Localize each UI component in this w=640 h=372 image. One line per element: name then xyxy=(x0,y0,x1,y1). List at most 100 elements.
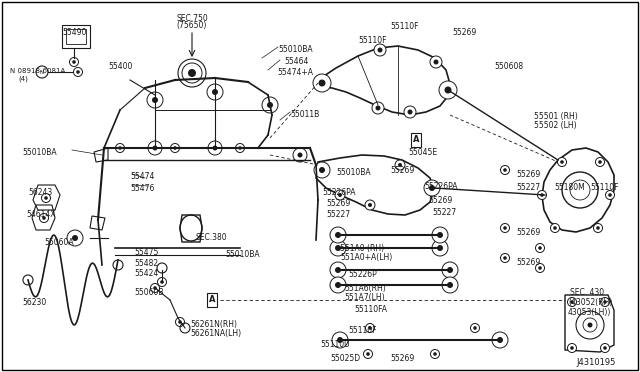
Circle shape xyxy=(536,244,545,253)
Text: 55010BA: 55010BA xyxy=(278,45,312,54)
Circle shape xyxy=(473,326,477,330)
Circle shape xyxy=(431,350,440,359)
Text: 55110U: 55110U xyxy=(320,340,349,349)
Circle shape xyxy=(538,190,547,199)
Circle shape xyxy=(365,200,375,210)
Circle shape xyxy=(364,350,372,359)
Text: SEC.750: SEC.750 xyxy=(176,14,208,23)
Circle shape xyxy=(500,166,509,174)
Text: 55045E: 55045E xyxy=(408,148,437,157)
Circle shape xyxy=(568,298,577,307)
Text: 55010BA: 55010BA xyxy=(336,168,371,177)
Circle shape xyxy=(503,256,507,260)
Text: N 08918-6081A: N 08918-6081A xyxy=(10,68,65,74)
Text: 55110F: 55110F xyxy=(358,36,387,45)
Text: J4310195: J4310195 xyxy=(576,358,616,367)
Circle shape xyxy=(430,56,442,68)
Circle shape xyxy=(330,240,346,256)
Circle shape xyxy=(596,226,600,230)
Circle shape xyxy=(550,224,559,232)
Circle shape xyxy=(368,326,372,330)
Text: 55110F: 55110F xyxy=(590,183,618,192)
Text: 551A0 (RH): 551A0 (RH) xyxy=(340,244,384,253)
Text: SEC. 430: SEC. 430 xyxy=(570,288,604,297)
Text: 55110F: 55110F xyxy=(348,326,376,335)
Circle shape xyxy=(118,146,122,150)
Text: 55060A: 55060A xyxy=(44,238,74,247)
Text: 55269: 55269 xyxy=(516,258,540,267)
Text: 551A6(RH): 551A6(RH) xyxy=(344,284,386,293)
Circle shape xyxy=(148,141,162,155)
Circle shape xyxy=(335,267,341,273)
Text: 55227: 55227 xyxy=(516,183,540,192)
Circle shape xyxy=(398,163,402,167)
Text: (4): (4) xyxy=(18,76,28,83)
Text: 55502 (LH): 55502 (LH) xyxy=(534,121,577,130)
Circle shape xyxy=(376,106,381,110)
Circle shape xyxy=(337,337,343,343)
Circle shape xyxy=(608,193,612,197)
Circle shape xyxy=(593,224,602,232)
Circle shape xyxy=(72,60,76,64)
Circle shape xyxy=(437,245,443,251)
Text: 55400: 55400 xyxy=(108,62,132,71)
Circle shape xyxy=(600,343,609,353)
Text: 55474: 55474 xyxy=(130,172,154,181)
Circle shape xyxy=(442,277,458,293)
Circle shape xyxy=(335,232,341,238)
Text: 55269: 55269 xyxy=(452,28,476,37)
Text: 55482: 55482 xyxy=(134,259,158,268)
Circle shape xyxy=(188,69,196,77)
Circle shape xyxy=(445,87,451,93)
Circle shape xyxy=(212,145,218,151)
Text: 55025D: 55025D xyxy=(330,354,360,363)
Circle shape xyxy=(595,157,605,167)
Text: 55180M: 55180M xyxy=(554,183,585,192)
Text: SEC.380: SEC.380 xyxy=(195,233,227,242)
Circle shape xyxy=(395,160,405,170)
Text: 43053(LH)): 43053(LH)) xyxy=(568,308,611,317)
Text: (43052(RH): (43052(RH) xyxy=(568,298,612,307)
Circle shape xyxy=(319,80,326,87)
Circle shape xyxy=(67,230,83,246)
Circle shape xyxy=(115,144,125,153)
Circle shape xyxy=(173,146,177,150)
Circle shape xyxy=(42,193,51,202)
Text: 55501 (RH): 55501 (RH) xyxy=(534,112,578,121)
Text: 56243: 56243 xyxy=(28,188,52,197)
Circle shape xyxy=(335,190,345,200)
Text: 55226PA: 55226PA xyxy=(424,182,458,191)
Circle shape xyxy=(492,332,508,348)
Circle shape xyxy=(432,240,448,256)
Circle shape xyxy=(335,245,341,251)
Circle shape xyxy=(335,282,341,288)
Text: 55269: 55269 xyxy=(390,166,414,175)
Text: 55269: 55269 xyxy=(516,228,540,237)
Text: 55011B: 55011B xyxy=(290,110,319,119)
Circle shape xyxy=(538,266,542,270)
Text: 55060B: 55060B xyxy=(134,288,163,297)
Text: 55010BA: 55010BA xyxy=(22,148,56,157)
Circle shape xyxy=(147,92,163,108)
Circle shape xyxy=(153,286,157,290)
Circle shape xyxy=(313,74,331,92)
Circle shape xyxy=(562,172,598,208)
Circle shape xyxy=(497,337,503,343)
Circle shape xyxy=(374,44,386,56)
Text: 551A0+A(LH): 551A0+A(LH) xyxy=(340,253,392,262)
Circle shape xyxy=(598,160,602,164)
Text: 55269: 55269 xyxy=(326,199,350,208)
Text: 56261N(RH): 56261N(RH) xyxy=(190,320,237,329)
Text: 56230: 56230 xyxy=(22,298,46,307)
Circle shape xyxy=(424,180,440,196)
Circle shape xyxy=(372,102,384,114)
Circle shape xyxy=(182,63,202,83)
Circle shape xyxy=(262,97,278,113)
Circle shape xyxy=(36,66,48,78)
Circle shape xyxy=(429,185,435,191)
Text: 55490: 55490 xyxy=(62,28,86,37)
Circle shape xyxy=(72,235,78,241)
Circle shape xyxy=(536,263,545,273)
Circle shape xyxy=(298,153,303,157)
Text: N: N xyxy=(40,70,44,74)
